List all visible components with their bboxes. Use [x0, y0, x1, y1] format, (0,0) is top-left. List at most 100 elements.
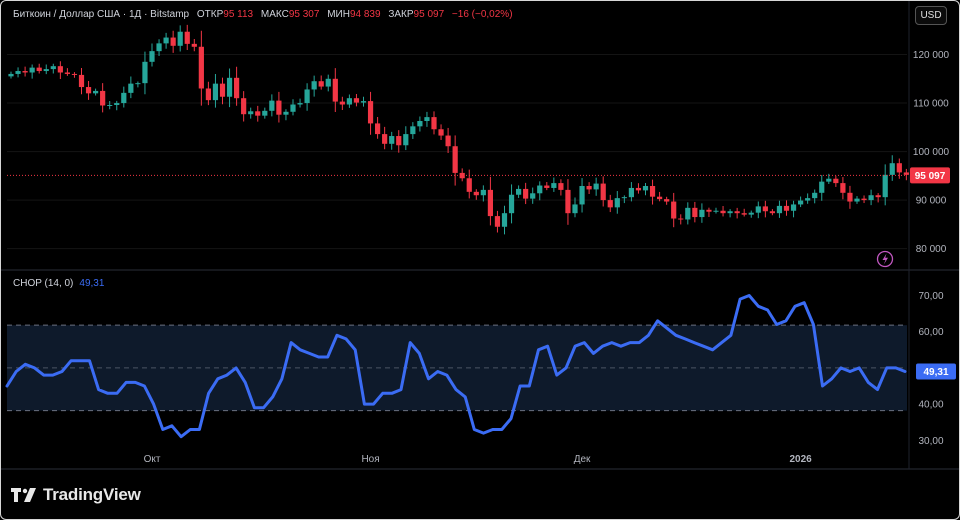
candle-body [748, 212, 754, 215]
candle-body [353, 98, 360, 103]
candle-body [121, 92, 127, 104]
candle-body [657, 196, 663, 200]
chop-axis-label: 30,00 [918, 436, 943, 447]
candle-body [671, 201, 677, 219]
candle-body [283, 111, 289, 115]
candle-body [621, 197, 627, 199]
candle-body [692, 207, 698, 218]
candle-body [410, 126, 416, 135]
candle-body [212, 83, 219, 101]
candle-body [706, 209, 712, 212]
candle-body [508, 194, 515, 214]
candle-body [142, 61, 148, 84]
candle-body [15, 71, 21, 74]
candle-body [248, 111, 254, 115]
candle-body [149, 51, 155, 62]
candle-body [445, 135, 451, 147]
candle-body [776, 205, 783, 214]
symbol-title: Биткоин / Доллар США · 1Д · Bitstamp [13, 9, 190, 20]
candle-body [403, 134, 409, 146]
candle-body [382, 134, 388, 144]
candle-body [762, 206, 768, 212]
candle-body [43, 69, 49, 72]
candle-body [614, 198, 620, 208]
price-axis-label: 100 000 [913, 147, 950, 158]
candle-body [177, 31, 183, 46]
candle-body [64, 72, 70, 74]
high-value: 95 307 [288, 9, 320, 20]
tradingview-logo: TradingView [11, 485, 141, 505]
candle-body [311, 81, 317, 90]
candle-body [734, 211, 740, 214]
candle-body [741, 213, 747, 215]
candle-body [184, 31, 190, 44]
low-value: 94 839 [349, 9, 381, 20]
candle-body [868, 195, 874, 201]
candle-body [191, 43, 197, 47]
candle-body [114, 103, 120, 105]
candle-body [727, 211, 733, 214]
change-value: −16 (−0,02%) [451, 9, 513, 20]
candle-body [649, 186, 656, 197]
candle-body [713, 210, 719, 212]
time-axis-label: 2026 [789, 454, 812, 465]
candle-body [466, 178, 472, 192]
candle-body [339, 101, 345, 105]
candle-body [565, 189, 571, 214]
candle-body [269, 100, 275, 111]
candle-body [135, 83, 141, 85]
open-value: 95 113 [223, 9, 254, 20]
chop-axis-label: 40,00 [918, 400, 943, 411]
currency-button[interactable]: USD [915, 6, 947, 25]
candle-body [783, 205, 790, 211]
candle-body [819, 181, 825, 193]
candle-body [205, 88, 211, 101]
candle-body [530, 193, 536, 199]
chop-legend: CHOP (14, 0) 49,31 [13, 278, 104, 289]
chop-name: CHOP (14, 0) [13, 278, 74, 289]
candle-body [290, 104, 296, 112]
candle-body [523, 188, 529, 199]
time-axis-label: Ноя [361, 454, 379, 465]
tradingview-logo-text: TradingView [43, 485, 141, 504]
candle-body [833, 178, 839, 184]
candle-body [685, 207, 691, 220]
candle-body [769, 211, 775, 214]
candle-body [85, 87, 92, 94]
candle-body [107, 104, 113, 106]
candle-body [790, 204, 797, 211]
candle-body [896, 163, 902, 173]
candle-body [234, 77, 240, 99]
last-price-badge [910, 167, 950, 184]
candle-body [318, 81, 324, 87]
price-axis-label: 90 000 [916, 196, 947, 207]
candle-body [389, 136, 395, 144]
candle-body [459, 172, 465, 179]
candle-body [635, 187, 642, 191]
candle-body [642, 186, 649, 191]
candle-body [840, 183, 846, 193]
chop-axis-label: 70,00 [918, 291, 943, 302]
candle-body [332, 78, 338, 102]
candle-body [889, 163, 895, 175]
open-label: ОТКР [196, 9, 224, 20]
chop-axis-label: 50,00 [918, 363, 943, 374]
price-axis-label: 110 000 [913, 99, 949, 110]
candle-body [255, 111, 261, 116]
candle-body [431, 117, 437, 130]
candle-body [516, 188, 522, 195]
candle-body [798, 200, 804, 205]
candle-body [438, 129, 444, 136]
candle-body [424, 117, 430, 121]
candle-body [276, 100, 282, 115]
tradingview-logo-icon [11, 488, 36, 502]
close-label: ЗАКР [388, 9, 414, 20]
candle-body [170, 37, 176, 46]
candle-body [8, 73, 14, 77]
high-label: МАКС [260, 9, 289, 20]
candle-body [367, 101, 374, 124]
candle-body [861, 198, 867, 201]
candle-body [262, 110, 268, 116]
candle-body [417, 121, 423, 127]
